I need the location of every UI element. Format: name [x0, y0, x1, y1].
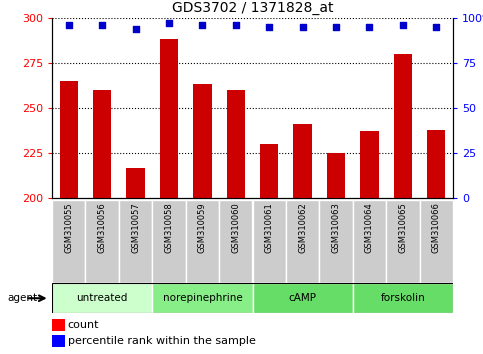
Text: count: count — [68, 320, 99, 330]
Bar — [52, 319, 66, 331]
Text: forskolin: forskolin — [381, 293, 425, 303]
Text: GSM310061: GSM310061 — [265, 202, 274, 253]
Text: GSM310060: GSM310060 — [231, 202, 240, 253]
Bar — [127, 167, 145, 198]
Bar — [394, 54, 412, 198]
Bar — [160, 39, 178, 198]
Point — [199, 22, 206, 28]
Point — [332, 24, 340, 29]
Text: untreated: untreated — [76, 293, 128, 303]
Bar — [386, 200, 420, 283]
Text: norepinephrine: norepinephrine — [162, 293, 242, 303]
Bar — [294, 124, 312, 198]
Point — [265, 24, 273, 29]
Bar — [353, 200, 386, 283]
Bar — [427, 130, 445, 198]
Point — [132, 26, 140, 32]
Text: GSM310058: GSM310058 — [164, 202, 173, 253]
Text: GSM310063: GSM310063 — [331, 202, 341, 253]
Bar — [420, 200, 453, 283]
Bar — [52, 283, 152, 313]
Bar — [185, 200, 219, 283]
Text: cAMP: cAMP — [289, 293, 317, 303]
Text: GSM310064: GSM310064 — [365, 202, 374, 253]
Bar — [85, 200, 119, 283]
Bar — [353, 283, 453, 313]
Text: GSM310056: GSM310056 — [98, 202, 107, 253]
Point — [299, 24, 307, 29]
Bar — [260, 144, 278, 198]
Text: GSM310059: GSM310059 — [198, 202, 207, 253]
Bar — [253, 283, 353, 313]
Point — [399, 22, 407, 28]
Point — [432, 24, 440, 29]
Text: GSM310065: GSM310065 — [398, 202, 407, 253]
Text: agent: agent — [7, 293, 38, 303]
Point — [98, 22, 106, 28]
Text: GSM310057: GSM310057 — [131, 202, 140, 253]
Bar — [219, 200, 253, 283]
Bar — [59, 81, 78, 198]
Bar — [327, 153, 345, 198]
Text: percentile rank within the sample: percentile rank within the sample — [68, 336, 256, 346]
Bar — [152, 200, 185, 283]
Text: GSM310062: GSM310062 — [298, 202, 307, 253]
Bar — [360, 131, 379, 198]
Bar — [319, 200, 353, 283]
Bar — [152, 283, 253, 313]
Point — [366, 24, 373, 29]
Text: GSM310066: GSM310066 — [432, 202, 441, 253]
Bar — [52, 200, 85, 283]
Point — [232, 22, 240, 28]
Bar — [52, 335, 66, 347]
Point — [165, 20, 173, 26]
Bar — [193, 85, 212, 198]
Point — [65, 22, 72, 28]
Text: GSM310055: GSM310055 — [64, 202, 73, 253]
Bar — [286, 200, 319, 283]
Bar — [253, 200, 286, 283]
Bar — [93, 90, 111, 198]
Bar — [227, 90, 245, 198]
Bar — [119, 200, 152, 283]
Title: GDS3702 / 1371828_at: GDS3702 / 1371828_at — [172, 1, 333, 15]
